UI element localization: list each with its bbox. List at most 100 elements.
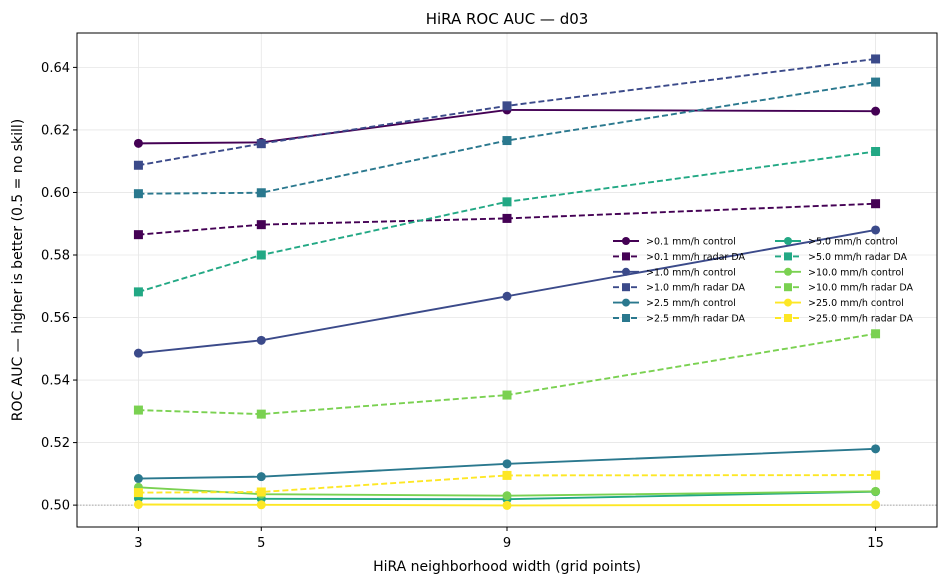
data-point	[133, 230, 143, 240]
legend-entry: >1.0 mm/h radar DA	[613, 283, 745, 294]
data-point	[133, 189, 143, 199]
legend-entry: >10.0 mm/h control	[775, 267, 904, 278]
series-11	[133, 470, 881, 498]
legend-marker	[784, 314, 792, 322]
data-point	[502, 101, 512, 111]
legend-marker	[784, 237, 792, 245]
y-tick-label: 0.50	[41, 499, 70, 514]
data-point	[256, 335, 266, 345]
x-tick-label: 5	[257, 536, 265, 551]
series-line	[138, 81, 876, 195]
legend-label: >10.0 mm/h control	[808, 267, 904, 278]
data-point	[871, 500, 881, 510]
data-point	[133, 499, 143, 509]
data-point	[256, 409, 266, 419]
data-point	[502, 213, 512, 223]
data-point	[256, 139, 266, 149]
data-point	[871, 146, 881, 156]
series-3	[133, 54, 881, 170]
legend-label: >5.0 mm/h radar DA	[808, 252, 907, 263]
y-tick-label: 0.52	[41, 436, 70, 451]
legend: >0.1 mm/h control >0.1 mm/h radar DA >1.0 …	[613, 237, 914, 325]
data-point	[133, 160, 143, 170]
series-1	[133, 199, 881, 240]
data-point	[871, 444, 881, 454]
y-tick-label: 0.60	[41, 186, 70, 201]
data-point	[502, 500, 512, 510]
legend-entry: >25.0 mm/h control	[775, 298, 904, 309]
data-point	[502, 390, 512, 400]
legend-label: >2.5 mm/h radar DA	[646, 314, 745, 325]
legend-label: >1.0 mm/h control	[646, 267, 736, 278]
series-line	[138, 229, 876, 355]
series-line	[138, 447, 876, 480]
legend-label: >25.0 mm/h control	[808, 298, 904, 309]
legend-marker	[622, 252, 630, 261]
legend-marker	[622, 298, 630, 307]
legend-entry: >10.0 mm/h radar DA	[775, 283, 914, 294]
series-line	[138, 58, 876, 167]
data-point	[256, 500, 266, 510]
series-line	[138, 474, 876, 494]
data-point	[256, 220, 266, 230]
x-tick-label: 9	[503, 536, 511, 551]
series-line	[138, 202, 876, 236]
x-axis-label: HiRA neighborhood width (grid points)	[373, 559, 641, 575]
legend-entry: >5.0 mm/h radar DA	[775, 252, 907, 263]
data-point	[133, 138, 143, 148]
legend-marker	[622, 237, 630, 245]
data-point	[133, 405, 143, 415]
legend-entry: >5.0 mm/h control	[775, 237, 898, 248]
legend-entry: >25.0 mm/h radar DA	[775, 314, 914, 325]
legend-entry: >1.0 mm/h control	[613, 267, 736, 278]
data-point	[256, 188, 266, 198]
data-point	[502, 197, 512, 207]
legend-marker	[784, 267, 792, 276]
legend-label: >10.0 mm/h radar DA	[808, 283, 914, 294]
data-point	[871, 225, 881, 235]
data-point	[502, 136, 512, 146]
legend-entry: >2.5 mm/h radar DA	[613, 314, 745, 325]
data-point	[871, 470, 881, 480]
series-line	[138, 486, 876, 497]
data-point	[871, 486, 881, 496]
data-point	[502, 491, 512, 501]
data-point	[502, 291, 512, 301]
y-tick-label: 0.64	[41, 61, 70, 76]
data-point	[256, 487, 266, 497]
series-group	[133, 54, 881, 510]
data-point	[133, 474, 143, 484]
data-point	[502, 459, 512, 469]
data-point	[871, 329, 881, 339]
legend-marker	[622, 267, 630, 276]
data-point	[871, 77, 881, 87]
chart-title: HiRA ROC AUC — d03	[426, 10, 589, 28]
series-2	[133, 225, 881, 358]
x-tick-label: 15	[867, 536, 884, 551]
data-point	[871, 54, 881, 64]
y-axis-label: ROC AUC — higher is better (0.5 = no ski…	[10, 119, 26, 422]
legend-marker	[784, 283, 792, 292]
data-point	[871, 199, 881, 209]
data-point	[133, 348, 143, 358]
series-9	[133, 329, 881, 419]
series-line	[138, 503, 876, 507]
axes: 0.50 0.52 0.54 0.56 0.58 0.60 0.62 0.64 3 5 9 15	[41, 32, 938, 551]
y-tick-label: 0.54	[41, 374, 70, 389]
data-point	[256, 472, 266, 482]
legend-entry: >2.5 mm/h control	[613, 298, 736, 309]
series-7	[133, 146, 881, 297]
series-10	[133, 499, 881, 510]
series-4	[133, 444, 881, 484]
legend-label: >5.0 mm/h control	[808, 237, 898, 248]
legend-label: >1.0 mm/h radar DA	[646, 283, 745, 294]
series-5	[133, 77, 881, 199]
legend-marker	[784, 298, 792, 307]
legend-label: >2.5 mm/h control	[646, 298, 736, 309]
legend-label: >0.1 mm/h radar DA	[646, 252, 745, 263]
series-line	[138, 490, 876, 501]
legend-marker	[622, 283, 630, 292]
y-tick-label: 0.56	[41, 311, 70, 326]
grid	[77, 33, 937, 527]
